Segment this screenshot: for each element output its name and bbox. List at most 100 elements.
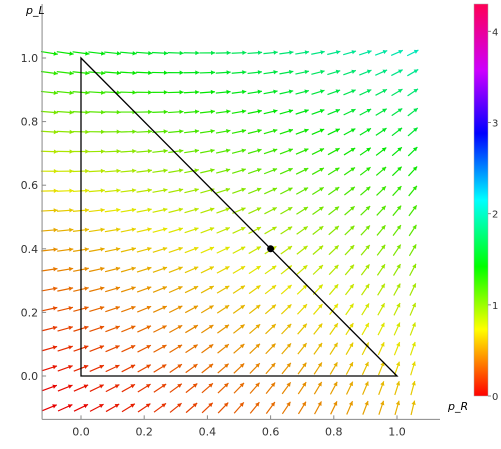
vector-arrow-head [210, 168, 214, 172]
vector-arrow-head [226, 168, 230, 172]
vector-arrow-head [211, 70, 215, 74]
vector-arrow-head [180, 70, 184, 74]
vector-arrow-head [69, 228, 73, 232]
vector-arrow-head [100, 286, 104, 290]
vector-arrow-head [116, 247, 120, 251]
vector-arrow-head [132, 71, 136, 75]
colorbar-tick-label: 0 [492, 392, 498, 403]
vector-arrow-head [70, 110, 74, 114]
vector-arrow-head [179, 110, 183, 114]
vector-arrow-head [148, 110, 152, 114]
vector-arrow-head [85, 91, 89, 95]
vector-arrow-head [132, 227, 136, 231]
vector-arrow-head [195, 90, 199, 94]
vector-arrow-head [117, 130, 121, 134]
vector-arrow-head [101, 188, 105, 192]
vector-arrow-head [116, 188, 120, 192]
vector-arrow-head [273, 90, 277, 94]
vector-arrow-head [69, 287, 73, 291]
vector-arrow-head [242, 51, 246, 55]
colorbar-gradient [474, 4, 488, 396]
vector-arrow-head [147, 227, 151, 231]
y-tick-label: 0.4 [21, 243, 39, 256]
vector-arrow-head [132, 149, 136, 153]
colorbar-tick-label: 4 [492, 27, 498, 38]
vector-arrow-head [227, 70, 231, 74]
vector-arrow-head [289, 90, 293, 94]
vector-arrow-head [69, 208, 73, 212]
vector-arrow-head [304, 89, 308, 93]
vector-arrow-head [163, 227, 167, 231]
vector-arrow-head [101, 130, 105, 134]
vector-arrow-head [147, 208, 151, 212]
vector-arrow-head [132, 169, 136, 173]
x-tick-label: 0.8 [325, 425, 343, 438]
vector-arrow-head [257, 129, 261, 133]
vector-arrow-head [85, 208, 89, 212]
vector-arrow-head [148, 51, 152, 55]
colorbar-tick-label: 3 [492, 119, 498, 130]
colorbar: 0 1 2 3 4 [474, 4, 498, 403]
vector-arrow-head [242, 70, 246, 74]
y-axis-label: p_L [25, 4, 45, 17]
x-axis-label: p_R [447, 400, 468, 413]
vector-arrow-head [101, 90, 105, 94]
vector-arrow-head [148, 90, 152, 94]
vector-arrow-head [274, 50, 278, 54]
vector-arrow-head [117, 149, 121, 153]
vector-arrow-head [164, 71, 168, 75]
colorbar-tick-label: 2 [492, 210, 498, 221]
vector-arrow-head [148, 129, 152, 133]
vector-arrow-head [227, 51, 231, 55]
vector-arrow-head [226, 149, 230, 153]
vector-arrow-head [179, 208, 183, 212]
y-tick-label: 0.8 [21, 116, 39, 129]
vector-arrow-head [84, 267, 88, 271]
y-tick-label: 0.0 [21, 370, 39, 383]
vector-arrow-head [116, 169, 120, 173]
vector-arrow-head [101, 169, 105, 173]
vector-arrow-head [210, 149, 214, 153]
vector-arrow-head [132, 90, 136, 94]
vector-arrow-head [84, 306, 88, 310]
vector-arrow-head [273, 109, 277, 113]
vector-arrow-head [100, 247, 104, 251]
vector-arrow-head [164, 129, 168, 133]
vector-arrow-head [163, 149, 167, 153]
vector-arrow-head [101, 149, 105, 153]
vector-arrow-head [242, 129, 246, 133]
x-tick-label: 0.0 [72, 425, 90, 438]
vector-arrow-head [242, 149, 246, 153]
vector-arrow-head [211, 90, 215, 94]
vector-arrow-head [194, 188, 198, 192]
vector-arrow-head [258, 50, 262, 54]
colorbar-tick-label: 1 [492, 301, 498, 312]
vector-arrow-head [195, 51, 199, 55]
vector-arrow-head [148, 149, 152, 153]
y-tick-label: 1.0 [21, 52, 39, 65]
x-tick-label: 0.2 [135, 425, 153, 438]
y-tick-label: 0.2 [21, 306, 39, 319]
vector-arrow-head [132, 129, 136, 133]
x-tick-label: 0.6 [262, 425, 280, 438]
vector-arrow-head [180, 90, 184, 94]
vector-arrow-head [117, 110, 121, 114]
vector-arrow-head [164, 51, 168, 55]
vector-arrow-head [336, 50, 340, 54]
vector-arrow-head [54, 208, 58, 212]
vector-arrow-head [320, 70, 324, 74]
vector-arrow-head [257, 109, 261, 113]
vector-arrow-head [69, 306, 73, 310]
vector-arrow-head [411, 401, 415, 405]
vector-arrow-head [117, 71, 121, 75]
vector-arrow-head [320, 50, 324, 54]
vector-arrow-head [195, 110, 199, 114]
vector-arrow-head [53, 228, 57, 232]
vector-arrows [41, 50, 419, 415]
y-axis-label-text: p_L [25, 4, 45, 17]
x-tick-label: 1.0 [388, 425, 406, 438]
vector-arrow-head [211, 51, 215, 55]
fixed-point-marker [267, 245, 274, 252]
